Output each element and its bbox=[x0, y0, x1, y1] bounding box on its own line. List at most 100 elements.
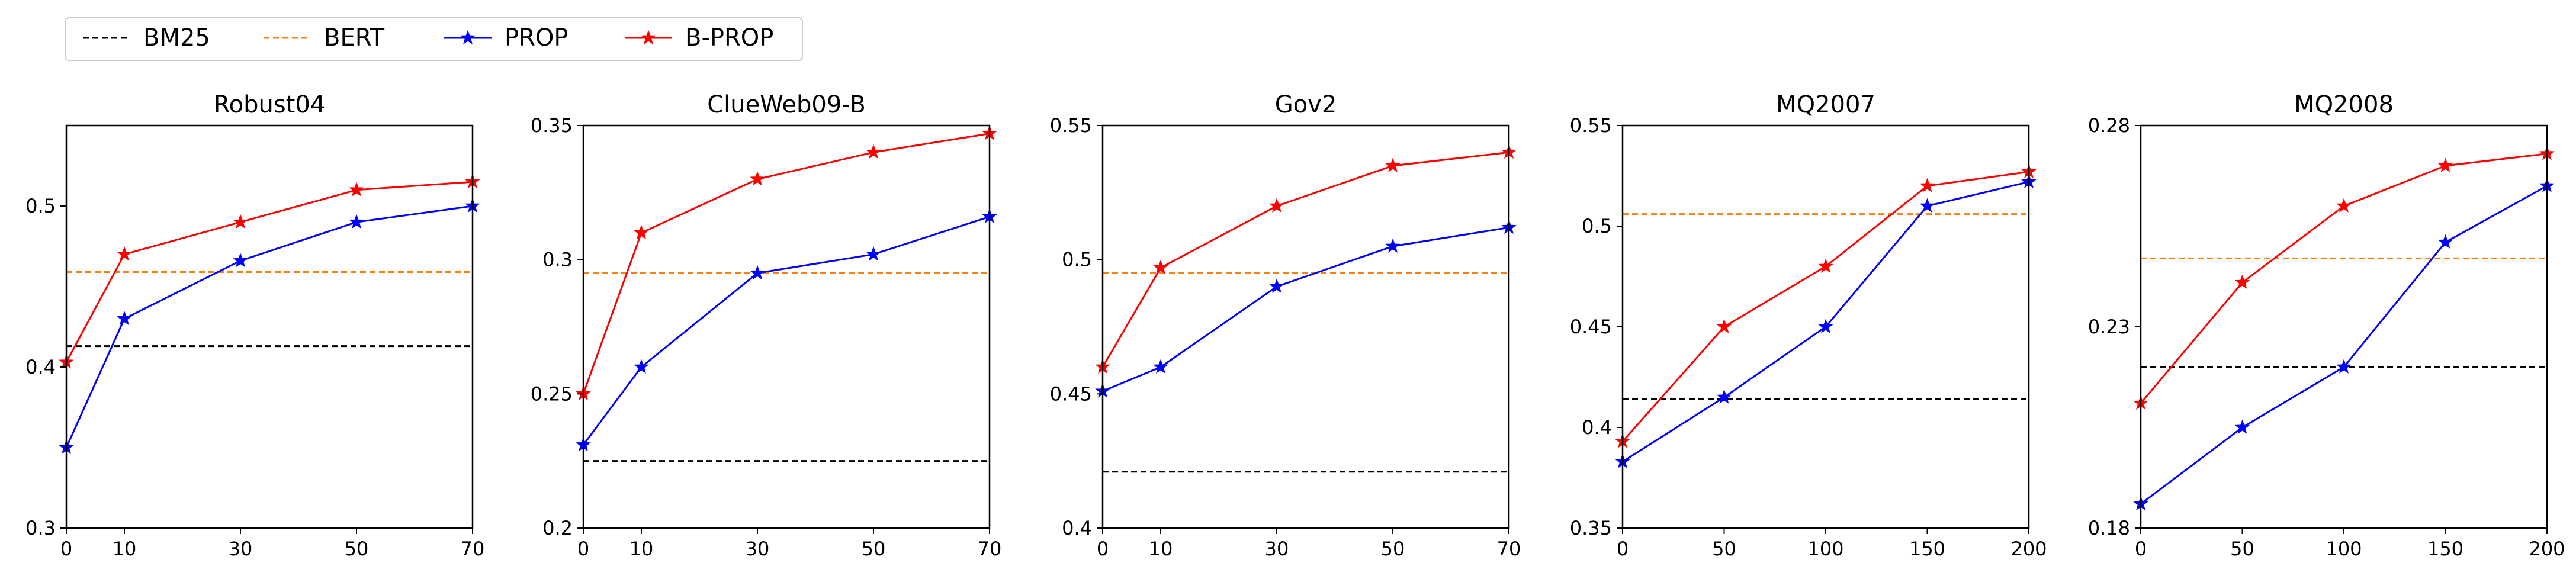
legend: BM25 BERT PROP B-PROP bbox=[65, 17, 803, 61]
y-tick-label: 0.35 bbox=[1570, 517, 1612, 539]
y-tick-label: 0.5 bbox=[1582, 215, 1612, 237]
x-tick-label: 150 bbox=[2427, 538, 2463, 560]
legend-entry-b-prop: B-PROP bbox=[625, 24, 773, 52]
data-point-prop bbox=[634, 359, 649, 374]
data-point-prop bbox=[2437, 234, 2453, 249]
panel-title: MQ2008 bbox=[2294, 91, 2394, 118]
legend-label: B-PROP bbox=[685, 24, 773, 52]
data-point-b-prop bbox=[2336, 198, 2352, 213]
y-tick-label: 0.5 bbox=[25, 195, 56, 217]
plot-frame bbox=[2140, 124, 2548, 529]
x-tick-label: 50 bbox=[862, 538, 886, 560]
y-tick-label: 0.55 bbox=[1570, 114, 1612, 137]
data-point-prop bbox=[1269, 278, 1284, 293]
x-tick-label: 30 bbox=[229, 538, 253, 560]
x-tick-label: 70 bbox=[461, 538, 485, 560]
x-tick-label: 0 bbox=[1097, 538, 1109, 560]
data-point-b-prop bbox=[1269, 198, 1284, 213]
x-tick-label: 50 bbox=[1381, 538, 1405, 560]
data-point-prop bbox=[1716, 389, 1732, 404]
series-line-prop bbox=[2140, 185, 2548, 505]
plot-frame bbox=[65, 124, 474, 529]
x-tick-label: 100 bbox=[2326, 538, 2362, 560]
y-tick-label: 0.3 bbox=[25, 517, 56, 539]
y-tick-label: 0.35 bbox=[531, 114, 573, 137]
data-point-prop bbox=[349, 214, 364, 229]
legend-frame bbox=[65, 17, 803, 61]
y-tick-label: 0.25 bbox=[531, 382, 573, 405]
x-tick-label: 50 bbox=[2230, 538, 2254, 560]
x-tick-label: 30 bbox=[746, 538, 770, 560]
x-tick-label: 10 bbox=[1149, 538, 1173, 560]
data-point-prop bbox=[1919, 198, 1935, 213]
x-tick-label: 200 bbox=[2529, 538, 2565, 560]
y-tick-label: 0.4 bbox=[1062, 517, 1092, 539]
legend-label: PROP bbox=[505, 24, 568, 52]
x-tick-label: 10 bbox=[629, 538, 654, 560]
data-point-prop bbox=[1818, 319, 1833, 333]
y-tick-label: 0.45 bbox=[1570, 316, 1612, 338]
x-tick-label: 10 bbox=[113, 538, 137, 560]
chart-panels: Robust04 0 10 30 50 70 0.3 0.4 0.5 ClueWeb09-B 0 10… bbox=[25, 91, 2565, 560]
panel-title: MQ2007 bbox=[1776, 91, 1875, 118]
data-point-prop bbox=[866, 246, 881, 261]
data-point-prop bbox=[1153, 359, 1168, 374]
series-line-b-prop bbox=[1621, 171, 2029, 442]
series-line-b-prop bbox=[582, 133, 990, 394]
data-point-b-prop bbox=[2234, 274, 2250, 290]
data-point-prop bbox=[2336, 359, 2352, 374]
data-point-b-prop bbox=[1818, 258, 1833, 273]
y-tick-label: 0.55 bbox=[1050, 114, 1092, 137]
series-line-prop bbox=[65, 205, 473, 448]
data-point-prop bbox=[750, 265, 765, 280]
y-tick-label: 0.23 bbox=[2088, 316, 2130, 338]
y-tick-label: 0.3 bbox=[542, 249, 573, 271]
data-point-b-prop bbox=[634, 224, 649, 240]
legend-entry-bm25: BM25 bbox=[83, 24, 210, 52]
series-line-b-prop bbox=[1101, 151, 1509, 368]
data-point-b-prop bbox=[750, 171, 765, 186]
panel-title: Gov2 bbox=[1275, 91, 1337, 118]
data-point-b-prop bbox=[117, 246, 132, 261]
panel-title: Robust04 bbox=[214, 91, 326, 118]
data-point-b-prop bbox=[1153, 259, 1168, 275]
x-tick-label: 150 bbox=[1909, 538, 1945, 560]
data-point-b-prop bbox=[233, 214, 248, 229]
data-point-b-prop bbox=[349, 182, 364, 197]
data-point-prop bbox=[1385, 238, 1401, 253]
y-tick-label: 0.4 bbox=[25, 356, 56, 378]
x-tick-label: 30 bbox=[1265, 538, 1289, 560]
panel-clueweb09-b: ClueWeb09-B 0 10 30 50 70 0.2 0.25 0.3 0.35 bbox=[531, 91, 1002, 560]
x-tick-label: 50 bbox=[345, 538, 369, 560]
legend-marker bbox=[641, 30, 656, 44]
panel-robust04: Robust04 0 10 30 50 70 0.3 0.4 0.5 bbox=[25, 91, 484, 560]
x-tick-label: 200 bbox=[2010, 538, 2047, 560]
panel-gov2: Gov2 0 10 30 50 70 0.4 0.45 0.5 0.55 bbox=[1050, 91, 1521, 560]
data-point-b-prop bbox=[1716, 319, 1732, 333]
legend-label: BM25 bbox=[143, 24, 210, 52]
y-tick-label: 0.18 bbox=[2088, 517, 2130, 539]
x-tick-label: 70 bbox=[1497, 538, 1521, 560]
x-tick-label: 100 bbox=[1807, 538, 1843, 560]
legend-label: BERT bbox=[324, 24, 385, 52]
series-line-prop bbox=[582, 215, 990, 446]
x-tick-label: 0 bbox=[2135, 538, 2147, 560]
plot-frame bbox=[582, 124, 991, 529]
data-point-prop bbox=[117, 310, 132, 326]
legend-marker bbox=[460, 30, 476, 44]
panel-mq2007: MQ2007 0 50 100 150 200 0.35 0.4 0.45 0.5 0.55 bbox=[1570, 91, 2047, 560]
data-point-b-prop bbox=[866, 144, 881, 159]
panel-title: ClueWeb09-B bbox=[707, 91, 866, 118]
y-tick-label: 0.4 bbox=[1582, 416, 1612, 439]
legend-entry-prop: PROP bbox=[444, 24, 568, 52]
y-tick-label: 0.28 bbox=[2088, 114, 2130, 137]
legend-entry-bert: BERT bbox=[264, 24, 385, 52]
panel-mq2008: MQ2008 0 50 100 150 200 0.18 0.23 0.28 bbox=[2088, 91, 2565, 560]
y-tick-label: 0.45 bbox=[1050, 382, 1092, 405]
x-tick-label: 50 bbox=[1712, 538, 1736, 560]
y-tick-label: 0.2 bbox=[542, 517, 573, 539]
data-point-prop bbox=[233, 253, 248, 268]
data-point-b-prop bbox=[1385, 157, 1401, 172]
x-tick-label: 0 bbox=[1617, 538, 1629, 560]
